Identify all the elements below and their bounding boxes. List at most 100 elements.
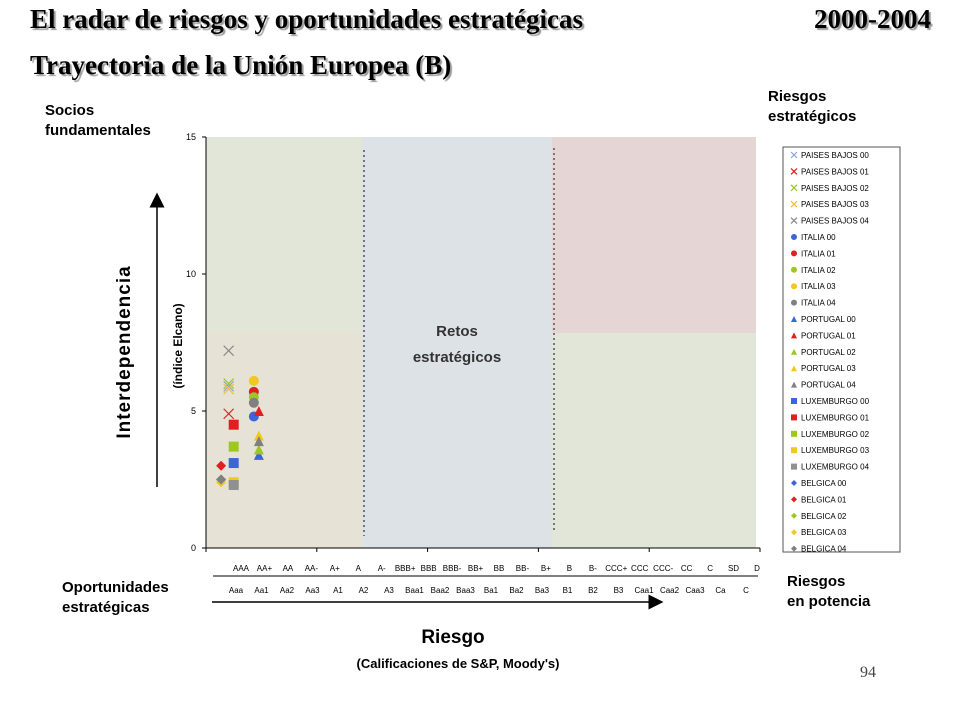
sp-rating-label: C bbox=[707, 564, 713, 573]
quadrant-top-right-label: Riesgos estratégicos bbox=[768, 88, 857, 125]
legend-entry: PAISES BAJOS 04 bbox=[801, 217, 869, 226]
sp-rating-label: CC bbox=[681, 564, 693, 573]
legend-entry: LUXEMBURGO 03 bbox=[801, 446, 870, 455]
data-point-triangle bbox=[253, 406, 264, 416]
data-point-x bbox=[790, 167, 798, 175]
legend-entry: PAISES BAJOS 01 bbox=[801, 167, 869, 176]
data-point-square bbox=[791, 430, 797, 437]
data-point-square bbox=[791, 398, 797, 404]
moodys-rating-label: Aa1 bbox=[254, 586, 269, 595]
sp-rating-label: A- bbox=[378, 564, 386, 573]
y-ticks: 0 5 10 15 bbox=[186, 132, 206, 553]
sp-rating-label: AA bbox=[283, 564, 294, 573]
data-point-diamond bbox=[216, 474, 227, 485]
legend-entry: PAISES BAJOS 02 bbox=[801, 184, 869, 193]
legend-entry: PORTUGAL 04 bbox=[801, 381, 856, 390]
quadrant-top-left-label: Socios fundamentales bbox=[45, 102, 151, 139]
y-tick-label: 10 bbox=[186, 269, 196, 279]
data-point-x bbox=[790, 217, 798, 225]
data-point-triangle bbox=[791, 348, 797, 355]
moodys-rating-label: C bbox=[743, 586, 749, 595]
data-point-square bbox=[791, 414, 797, 421]
sp-rating-label: BB- bbox=[516, 564, 530, 573]
sp-rating-label: SD bbox=[728, 564, 739, 573]
legend-entry: ITALIA 01 bbox=[801, 249, 836, 258]
legend-entry: ITALIA 04 bbox=[801, 299, 836, 308]
sp-rating-label: BBB bbox=[421, 564, 437, 573]
moodys-rating-label: Ca bbox=[715, 586, 726, 595]
y-tick-label: 0 bbox=[191, 543, 196, 553]
sp-rating-label: CCC bbox=[631, 564, 649, 573]
moodys-rating-label: Aa3 bbox=[305, 586, 320, 595]
center-label-line2: estratégicos bbox=[413, 349, 501, 366]
sp-rating-label: AA+ bbox=[257, 564, 273, 573]
data-point-circle bbox=[791, 234, 797, 240]
y-tick-label: 15 bbox=[186, 132, 196, 142]
sp-rating-label: BB bbox=[494, 564, 505, 573]
data-point-circle bbox=[248, 375, 259, 386]
legend-entry: PORTUGAL 01 bbox=[801, 331, 856, 340]
legend-entry: LUXEMBURGO 01 bbox=[801, 413, 870, 422]
data-point-x bbox=[223, 408, 235, 420]
quadrant-bottom-right-label: Riesgos en potencia bbox=[787, 573, 871, 610]
moodys-rating-label: Ba3 bbox=[535, 586, 550, 595]
legend-entry: PORTUGAL 03 bbox=[801, 364, 856, 373]
legend-entry: LUXEMBURGO 04 bbox=[801, 463, 870, 472]
data-point-triangle bbox=[253, 430, 264, 441]
data-point-triangle bbox=[253, 449, 264, 460]
data-point-circle bbox=[791, 299, 797, 306]
center-label-line1: Retos bbox=[436, 323, 478, 340]
sp-rating-label: BB+ bbox=[468, 564, 484, 573]
moodys-rating-label: Caa1 bbox=[634, 586, 654, 595]
sp-rating-label: B+ bbox=[541, 564, 551, 573]
legend-entry: ITALIA 00 bbox=[801, 233, 836, 242]
data-point-x bbox=[223, 345, 235, 357]
moodys-rating-label: Ba2 bbox=[509, 586, 524, 595]
y-axis-subtitle: (índice Elcano) bbox=[171, 303, 185, 388]
data-points bbox=[216, 345, 264, 490]
moodys-rating-label: B3 bbox=[614, 586, 624, 595]
legend-entry: LUXEMBURGO 02 bbox=[801, 430, 870, 439]
legend-entry: BELGICA 03 bbox=[801, 528, 847, 537]
data-point-diamond bbox=[791, 512, 797, 519]
legend-entry: PAISES BAJOS 00 bbox=[801, 151, 869, 160]
legend-entry: LUXEMBURGO 00 bbox=[801, 397, 870, 406]
sp-rating-label: A+ bbox=[330, 564, 340, 573]
legend-entry: BELGICA 04 bbox=[801, 545, 847, 554]
sp-rating-label: B- bbox=[589, 564, 597, 573]
region-green-top-left bbox=[206, 137, 362, 333]
data-point-x bbox=[790, 200, 798, 208]
data-point-triangle bbox=[253, 436, 264, 447]
moodys-rating-label: A1 bbox=[333, 586, 343, 595]
legend-entry: BELGICA 00 bbox=[801, 479, 847, 488]
data-point-x bbox=[223, 378, 235, 390]
legend-entry: PORTUGAL 00 bbox=[801, 315, 856, 324]
data-point-x bbox=[223, 383, 235, 395]
moodys-rating-label: Ba1 bbox=[484, 586, 499, 595]
legend-entry: PORTUGAL 02 bbox=[801, 348, 856, 357]
moodys-rating-label: B2 bbox=[588, 586, 598, 595]
moodys-rating-label: A3 bbox=[384, 586, 394, 595]
page-number: 94 bbox=[860, 664, 876, 681]
data-point-diamond bbox=[791, 529, 797, 536]
legend-entry: ITALIA 02 bbox=[801, 266, 836, 275]
data-point-triangle bbox=[791, 316, 797, 322]
moodys-rating-label: A2 bbox=[359, 586, 369, 595]
data-point-diamond bbox=[791, 545, 797, 552]
data-point-square bbox=[791, 447, 797, 454]
quadrant-bottom-left-label: Oportunidades estratégicas bbox=[62, 579, 169, 616]
moodys-rating-label: Baa3 bbox=[456, 586, 475, 595]
x-axis-title: Riesgo bbox=[421, 627, 484, 648]
data-point-square bbox=[228, 479, 239, 490]
data-point-x bbox=[790, 151, 798, 159]
y-axis-title: Interdependencia bbox=[114, 265, 135, 438]
sp-rating-label: A bbox=[356, 564, 362, 573]
sp-rating-label: CCC- bbox=[653, 564, 673, 573]
sp-rating-label: AA- bbox=[305, 564, 319, 573]
y-tick-label: 5 bbox=[191, 406, 196, 416]
sp-rating-label: AAA bbox=[233, 564, 250, 573]
sp-rating-label: CCC+ bbox=[605, 564, 627, 573]
region-tan-bottom-left bbox=[206, 333, 362, 548]
data-point-diamond bbox=[216, 460, 227, 471]
region-pink-top-right bbox=[552, 137, 756, 333]
